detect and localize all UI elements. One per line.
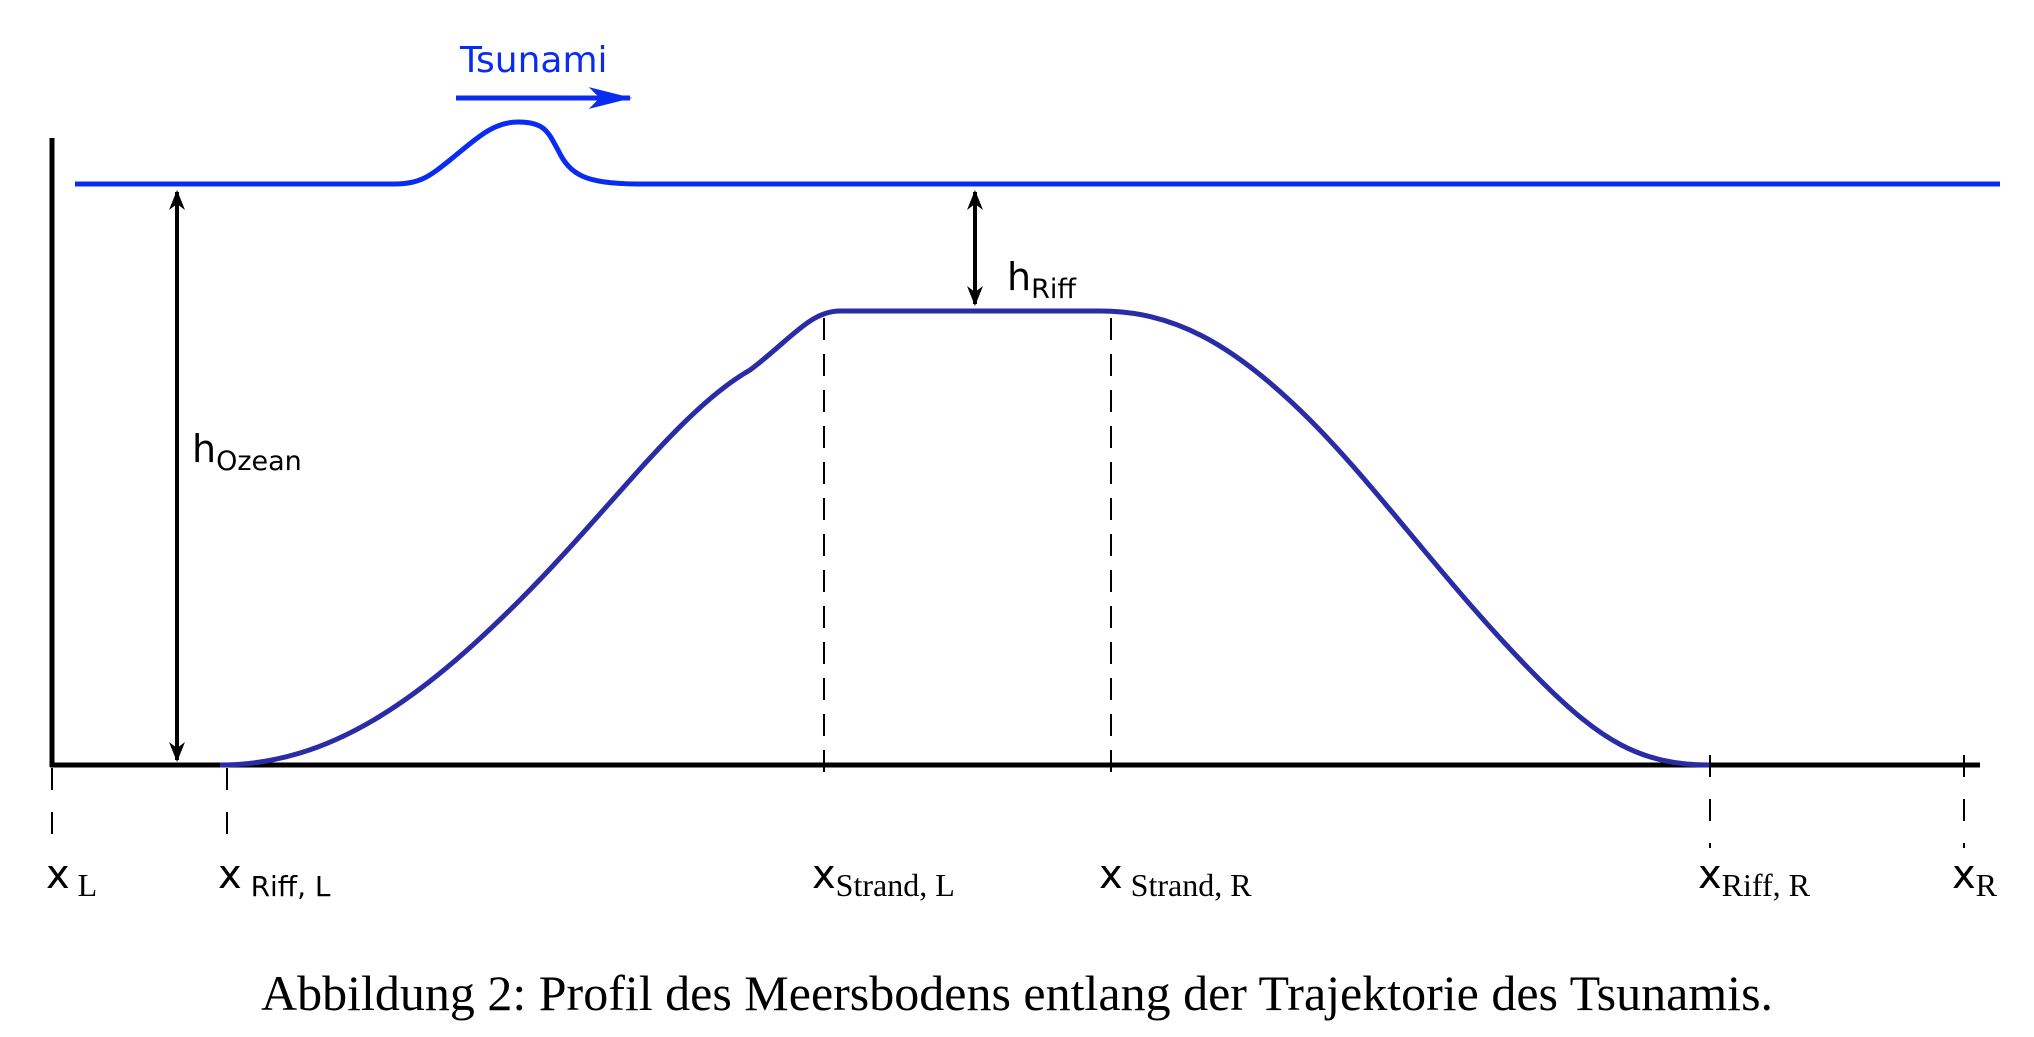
label-x-beach-L-base: x [812,852,836,898]
label-x-beach-R: x Strand, R [1099,852,1252,903]
reef-depth-label-base: h [1007,255,1031,299]
label-x-reef-L-base: x [218,852,242,898]
label-x-beach-L: xStrand, L [812,852,955,903]
label-x-L: x L [46,852,97,903]
water-surface-line [75,119,2000,187]
axis-ticks [51,755,1965,848]
label-x-reef-R-sub: Riff, R [1722,867,1811,903]
label-x-R: xR [1952,852,1998,903]
ocean-depth-label-base: h [192,427,216,471]
ocean-depth-label: hOzean [192,427,302,477]
figure-caption: Abbildung 2: Profil des Meersbodens entl… [261,965,1773,1021]
label-x-beach-L-sub: Strand, L [836,867,955,903]
label-x-R-sub: R [1976,867,1998,903]
reef-depth-label-sub: Riff [1031,274,1077,305]
label-x-reef-L: x Riff, L [218,852,331,903]
label-x-reef-R-base: x [1698,852,1722,898]
label-x-reef-R: xRiff, R [1698,852,1811,903]
label-x-R-base: x [1952,852,1976,898]
tsunami-label: Tsunami [459,40,608,81]
label-x-beach-R-base: x [1099,852,1123,898]
ocean-depth-label-sub: Ozean [216,446,302,477]
seabed-profile-curve [219,308,1711,768]
label-x-reef-L-sub: Riff, L [242,870,331,903]
label-x-beach-R-sub: Strand, R [1123,867,1253,903]
reef-depth-label: hRiff [1007,255,1077,305]
label-x-L-sub: L [70,867,98,903]
label-x-L-base: x [46,852,70,898]
